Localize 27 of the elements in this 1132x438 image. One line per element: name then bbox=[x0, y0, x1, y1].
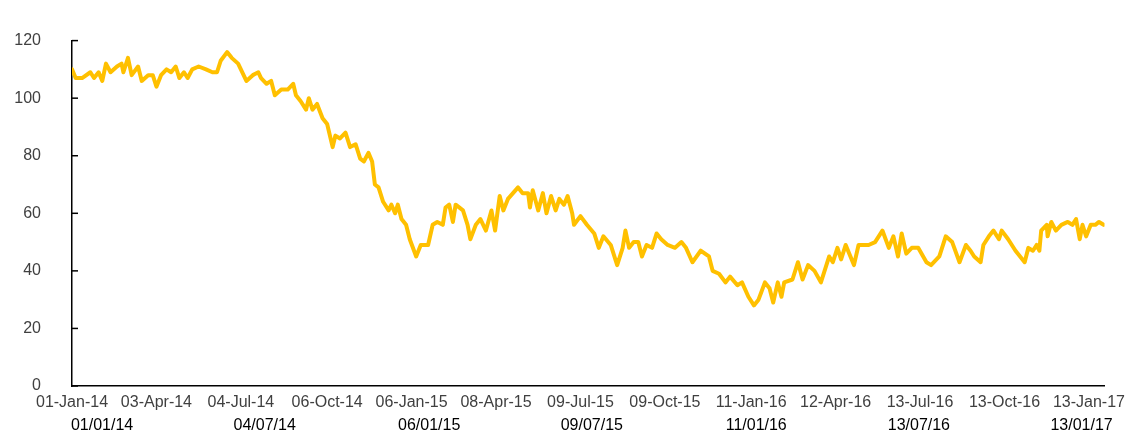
x-tick-label: 04-Jul-14 bbox=[207, 393, 275, 411]
x-tick-label: 11-Jan-16 bbox=[715, 393, 787, 411]
x-tick-label: 13-Oct-16 bbox=[968, 393, 1041, 411]
x-tick-label: 01-Jan-14 bbox=[35, 393, 109, 411]
x-tick-label: 13-Jan-17 bbox=[1052, 393, 1126, 411]
x2-tick-label: 13/07/16 bbox=[887, 416, 951, 434]
y-tick-label: 100 bbox=[14, 88, 42, 106]
x2-tick-label: 01/01/14 bbox=[70, 416, 134, 434]
y-tick-label: 120 bbox=[14, 31, 42, 49]
x2-tick-label: 06/01/15 bbox=[398, 416, 461, 434]
x-tick-label: 06-Oct-14 bbox=[291, 393, 363, 411]
x2-tick-label: 11/01/16 bbox=[725, 416, 787, 434]
x-tick-label: 12-Apr-16 bbox=[800, 393, 872, 411]
y-tick-label: 0 bbox=[32, 376, 42, 394]
x-tick-label: 03-Apr-14 bbox=[120, 393, 193, 411]
x-tick-label: 09-Jul-15 bbox=[547, 393, 614, 411]
y-tick-label: 20 bbox=[23, 318, 42, 336]
y-tick-label: 80 bbox=[23, 146, 42, 164]
x2-tick-label: 13/01/17 bbox=[1050, 416, 1113, 434]
x-tick-label: 08-Apr-15 bbox=[460, 393, 532, 411]
x2-tick-label: 04/07/14 bbox=[233, 416, 296, 434]
x-tick-label: 13-Jul-16 bbox=[886, 393, 954, 411]
y-tick-label: 60 bbox=[23, 203, 42, 221]
y-tick-label: 40 bbox=[23, 261, 42, 279]
x-tick-label: 06-Jan-15 bbox=[375, 393, 448, 411]
x-tick-label: 09-Oct-15 bbox=[629, 393, 701, 411]
x2-tick-label: 09/07/15 bbox=[560, 416, 624, 434]
